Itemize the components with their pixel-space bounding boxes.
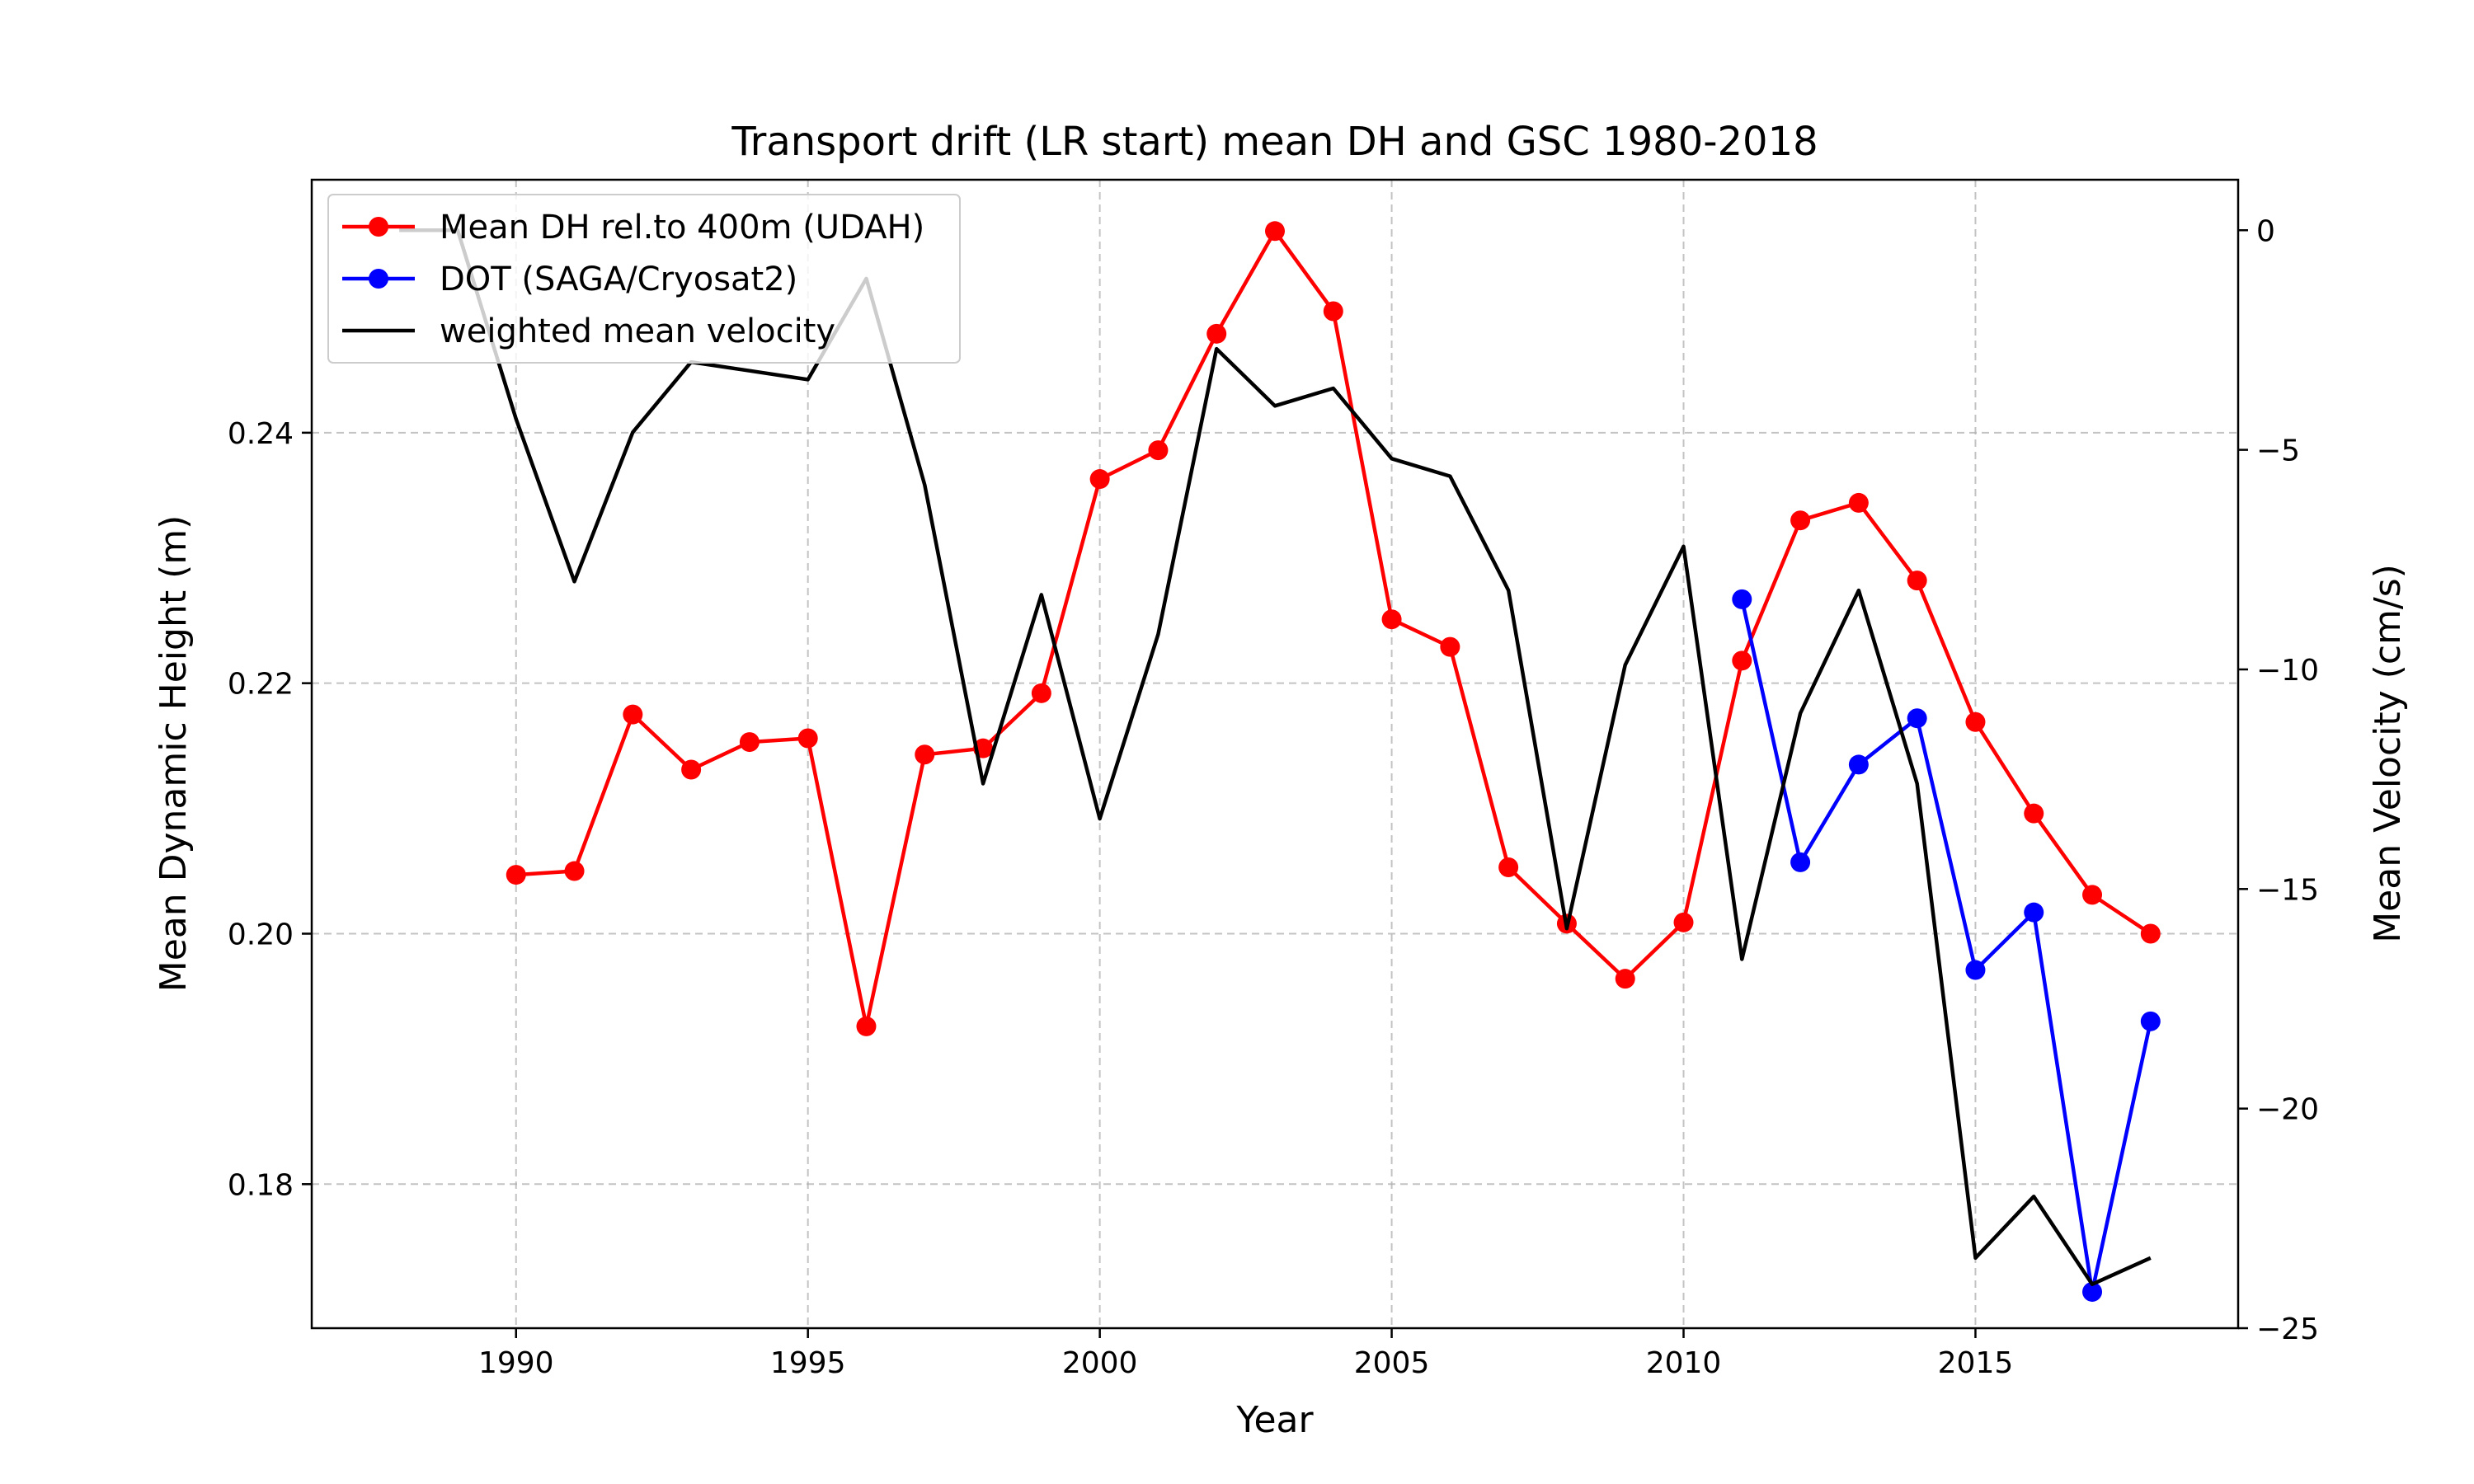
data-point-dot-saga-cryosat2 xyxy=(1790,852,1811,872)
data-point-mean-dh-rel-to-400m-udah xyxy=(1615,969,1635,989)
x-tick-label: 2005 xyxy=(1354,1346,1430,1380)
data-point-mean-dh-rel-to-400m-udah xyxy=(1790,510,1811,531)
data-point-mean-dh-rel-to-400m-udah xyxy=(1381,609,1402,630)
data-point-mean-dh-rel-to-400m-udah xyxy=(797,728,818,749)
y-right-tick-label: −10 xyxy=(2256,654,2319,688)
data-point-mean-dh-rel-to-400m-udah xyxy=(1673,912,1694,932)
y-axis-right-title: Mean Velocity (cm/s) xyxy=(2367,564,2409,943)
data-point-mean-dh-rel-to-400m-udah xyxy=(1498,857,1519,877)
x-tick-label: 2000 xyxy=(1062,1346,1138,1380)
chart-title: Transport drift (LR start) mean DH and G… xyxy=(731,119,1818,165)
data-point-mean-dh-rel-to-400m-udah xyxy=(2140,923,2161,944)
data-point-mean-dh-rel-to-400m-udah xyxy=(1440,636,1460,657)
plot-area-frame xyxy=(310,178,2240,1330)
data-point-dot-saga-cryosat2 xyxy=(1732,589,1752,609)
legend-label: DOT (SAGA/Cryosat2) xyxy=(440,261,797,298)
y-right-tick-label: −15 xyxy=(2256,873,2319,907)
legend-box xyxy=(327,194,961,364)
series-line-dot-saga-cryosat2 xyxy=(1740,599,2152,1294)
data-point-mean-dh-rel-to-400m-udah xyxy=(681,759,702,780)
data-point-mean-dh-rel-to-400m-udah xyxy=(1089,469,1110,490)
data-point-dot-saga-cryosat2 xyxy=(2024,902,2044,923)
data-point-mean-dh-rel-to-400m-udah xyxy=(739,732,760,753)
legend: Mean DH rel.to 400m (UDAH) DOT (SAGA/Cryo… xyxy=(327,194,961,364)
data-point-mean-dh-rel-to-400m-udah xyxy=(1848,492,1869,513)
data-point-mean-dh-rel-to-400m-udah xyxy=(506,865,526,885)
data-point-mean-dh-rel-to-400m-udah xyxy=(2082,885,2103,905)
y-right-tick-label: −20 xyxy=(2256,1093,2319,1127)
y-left-tick-label: 0.22 xyxy=(228,668,294,702)
data-point-mean-dh-rel-to-400m-udah xyxy=(1907,571,1927,591)
legend-marker-swatch xyxy=(369,269,388,289)
data-point-mean-dh-rel-to-400m-udah xyxy=(1031,683,1051,703)
data-point-mean-dh-rel-to-400m-udah xyxy=(1323,301,1343,322)
data-point-dot-saga-cryosat2 xyxy=(1907,708,1927,729)
y-right-tick-label: −5 xyxy=(2256,434,2300,468)
y-right-tick-label: 0 xyxy=(2256,214,2275,248)
data-point-mean-dh-rel-to-400m-udah xyxy=(915,744,935,765)
x-tick-label: 1990 xyxy=(478,1346,554,1380)
axes-layer: 1990 1995 2000 2005 2010 2015 0.18 0.20 0.22 0.24… xyxy=(228,214,2319,1380)
grid-layer xyxy=(312,180,2238,1328)
legend-label: Mean DH rel.to 400m (UDAH) xyxy=(440,209,924,247)
data-point-dot-saga-cryosat2 xyxy=(2140,1011,2161,1031)
data-point-mean-dh-rel-to-400m-udah xyxy=(1965,711,1986,732)
data-point-mean-dh-rel-to-400m-udah xyxy=(856,1016,877,1036)
data-point-mean-dh-rel-to-400m-udah xyxy=(623,704,643,725)
data-point-mean-dh-rel-to-400m-udah xyxy=(1206,323,1227,344)
legend-marker-swatch xyxy=(369,217,388,237)
x-tick-label: 1995 xyxy=(770,1346,846,1380)
y-left-tick-label: 0.20 xyxy=(228,918,294,951)
x-tick-label: 2010 xyxy=(1646,1346,1722,1380)
data-point-dot-saga-cryosat2 xyxy=(1965,960,1986,980)
y-axis-left-title: Mean Dynamic Height (m) xyxy=(153,515,195,993)
y-left-tick-label: 0.18 xyxy=(228,1168,294,1202)
data-point-mean-dh-rel-to-400m-udah xyxy=(1732,650,1752,671)
x-axis-title: Year xyxy=(1235,1399,1314,1441)
data-point-mean-dh-rel-to-400m-udah xyxy=(1148,440,1169,461)
data-point-mean-dh-rel-to-400m-udah xyxy=(564,861,585,881)
data-point-dot-saga-cryosat2 xyxy=(2082,1281,2103,1302)
y-right-tick-label: −25 xyxy=(2256,1313,2319,1346)
legend-entries: Mean DH rel.to 400m (UDAH) DOT (SAGA/Cryo… xyxy=(342,209,924,350)
legend-label: weighted mean velocity xyxy=(440,312,835,350)
x-tick-label: 2015 xyxy=(1938,1346,2014,1380)
data-point-dot-saga-cryosat2 xyxy=(1848,754,1869,775)
data-point-mean-dh-rel-to-400m-udah xyxy=(2024,803,2044,824)
y-left-tick-label: 0.24 xyxy=(228,417,294,451)
data-point-mean-dh-rel-to-400m-udah xyxy=(1265,221,1285,242)
